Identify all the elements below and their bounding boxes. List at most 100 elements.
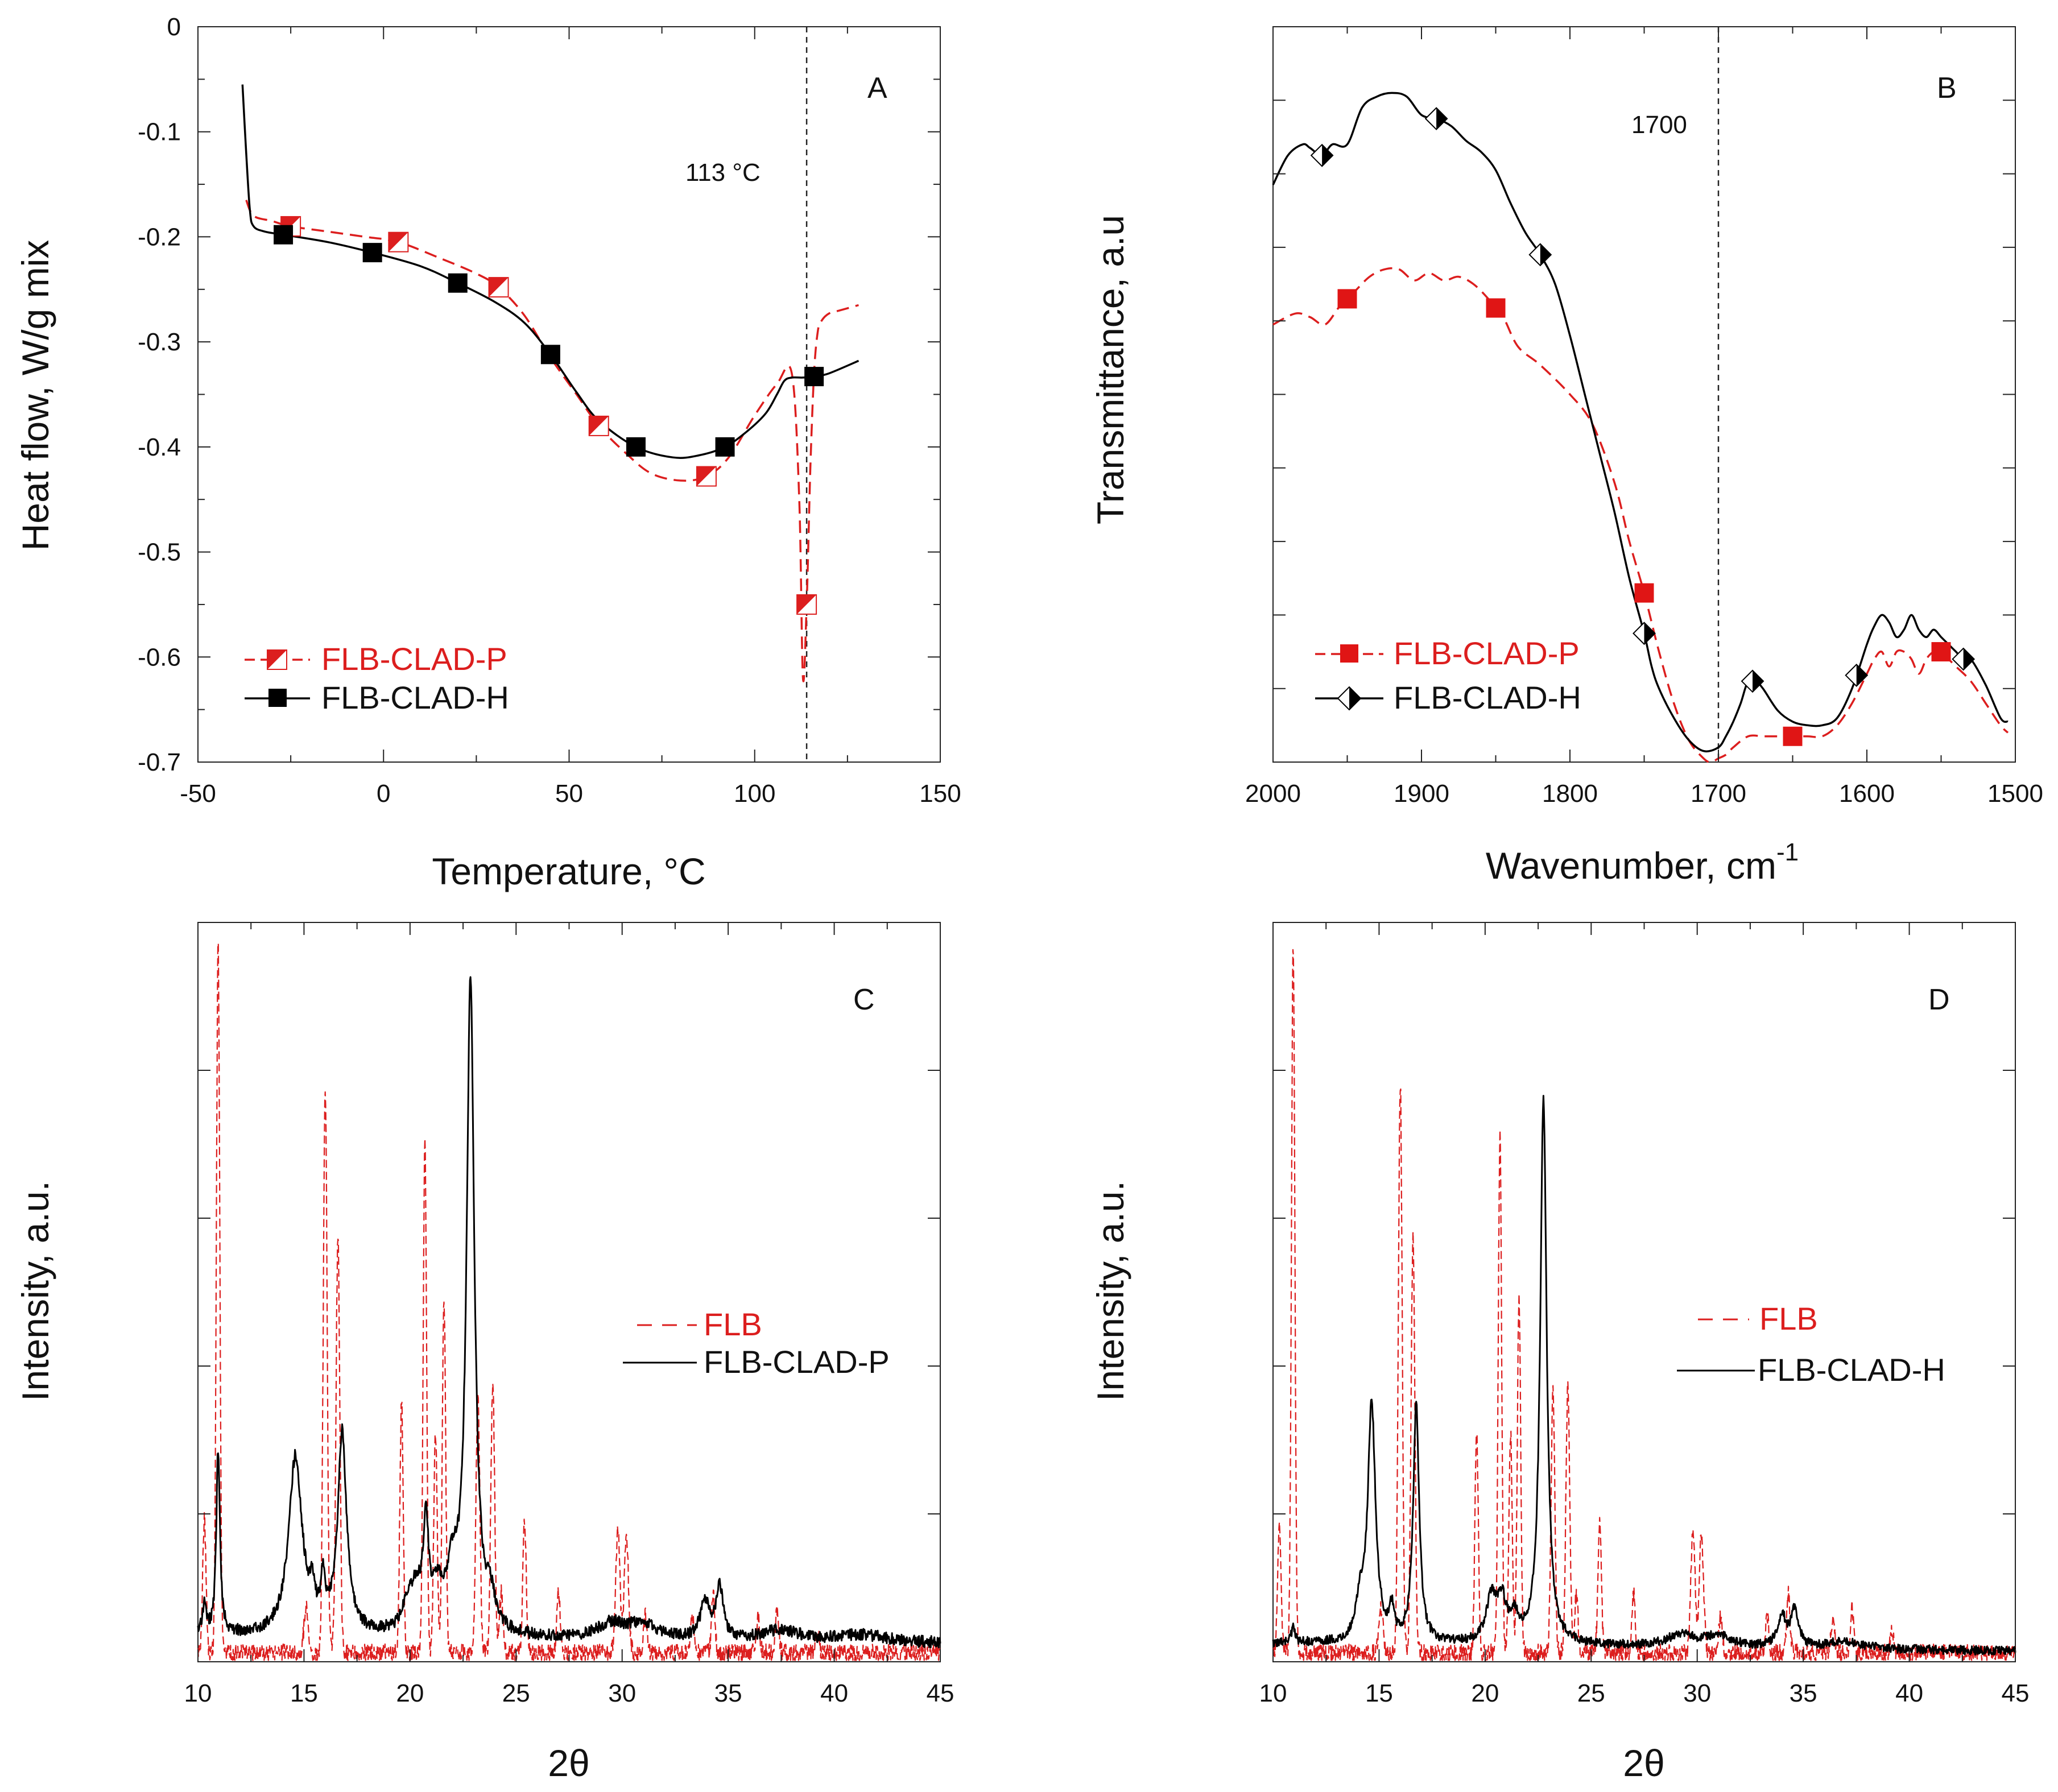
marker-a-1-5 xyxy=(715,437,735,457)
panel-b-legend: FLB-CLAD-P FLB-CLAD-H xyxy=(1315,635,1581,715)
legend-d-item-0: FLB xyxy=(1698,1301,1818,1336)
panel-d-xlabel: 2θ xyxy=(1623,1742,1664,1784)
legend-a-item-1: FLB-CLAD-H xyxy=(245,680,509,715)
legend-b-text-1: FLB-CLAD-H xyxy=(1394,680,1581,715)
xtick-label-a-1: 0 xyxy=(377,780,390,808)
marker-b-0-0 xyxy=(1337,289,1357,309)
panel-d-ticks: 10 15 20 25 30 35 40 45 xyxy=(1259,922,2030,1707)
marker-b-1-4 xyxy=(1741,669,1764,693)
marker-a-0-3 xyxy=(588,415,609,436)
series-b-0 xyxy=(1272,267,2009,763)
panel-d-xrd: 10 15 20 25 30 35 40 45 D 2θ Intensity, a.u. FL… xyxy=(1089,922,2029,1784)
xtick-label-d-2: 20 xyxy=(1471,1679,1499,1707)
marker-b-0-4 xyxy=(1931,642,1951,662)
panel-a-ylabel: Heat flow, W/g mix xyxy=(14,240,56,551)
panel-b-transmittance: 2000 1900 1800 1700 1600 1500 B 1700 Wavenumb… xyxy=(1089,26,2043,887)
ytick-label-a-4: -0.4 xyxy=(138,433,181,461)
panel-a-series xyxy=(241,27,859,762)
marker-a-1-4 xyxy=(626,437,646,457)
marker-a-1-0 xyxy=(274,225,294,245)
legend-a-text-1: FLB-CLAD-H xyxy=(321,680,509,715)
marker-a-1-2 xyxy=(448,273,468,293)
xtick-label-c-3: 25 xyxy=(502,1679,530,1707)
panel-d-legend: FLB FLB-CLAD-H xyxy=(1677,1301,1945,1388)
series-d-1 xyxy=(1272,1095,2016,1656)
series-a-1 xyxy=(241,84,859,459)
ytick-label-a-2: -0.2 xyxy=(138,223,181,251)
legend-c-text-1: FLB-CLAD-P xyxy=(704,1344,890,1380)
xtick-label-b-2: 1800 xyxy=(1542,780,1598,808)
panel-a-xlabel: Temperature, °C xyxy=(432,850,705,892)
marker-b-1-0 xyxy=(1310,143,1334,167)
marker-b-1-1 xyxy=(1424,107,1448,131)
panel-a-ticks: -50 0 50 100 150 0 -0.1 -0.2 -0.3 -0.4 -0.5 -0.6 -0.… xyxy=(138,13,961,808)
xtick-label-c-2: 20 xyxy=(396,1679,424,1707)
panel-c-label: C xyxy=(853,983,875,1016)
xtick-label-c-0: 10 xyxy=(184,1679,212,1707)
panel-d-label: D xyxy=(1928,983,1950,1016)
marker-b-0-2 xyxy=(1634,583,1654,603)
xtick-label-b-3: 1700 xyxy=(1691,780,1746,808)
legend-d-item-1: FLB-CLAD-H xyxy=(1677,1352,1945,1388)
legend-b-item-0: FLB-CLAD-P xyxy=(1315,635,1580,671)
xtick-label-d-6: 40 xyxy=(1895,1679,1923,1707)
marker-a-1-6 xyxy=(804,367,824,387)
marker-b-0-3 xyxy=(1783,726,1803,746)
ytick-label-a-3: -0.3 xyxy=(138,328,181,356)
panel-a-heat-flow: -50 0 50 100 150 0 -0.1 -0.2 -0.3 -0.4 -0.5 -0.6 -0.… xyxy=(14,13,961,892)
ytick-label-a-1: -0.1 xyxy=(138,118,181,146)
legend-d-text-0: FLB xyxy=(1759,1301,1818,1336)
panel-b-ticks: 2000 1900 1800 1700 1600 1500 xyxy=(1245,26,2043,808)
panel-a-annotation: 113 °C xyxy=(685,159,761,187)
marker-a-1-1 xyxy=(362,243,382,263)
panel-b-xlabel-sup: -1 xyxy=(1776,838,1799,866)
xtick-label-c-6: 40 xyxy=(820,1679,848,1707)
marker-b-1-3 xyxy=(1633,622,1656,645)
xtick-label-d-1: 15 xyxy=(1365,1679,1393,1707)
marker-a-0-5 xyxy=(796,594,817,615)
panel-b-xlabel: Wavenumber, cm-1 xyxy=(1486,838,1799,887)
panel-b-series xyxy=(1272,27,2009,763)
panel-a-legend: FLB-CLAD-P FLB-CLAD-H xyxy=(245,641,509,715)
xtick-label-a-2: 50 xyxy=(555,780,583,808)
panel-c-xrd: 10 15 20 25 30 35 40 45 C 2θ Intensity, a.u. FL… xyxy=(14,922,954,1784)
marker-b-0-1 xyxy=(1486,298,1506,318)
xtick-label-a-4: 150 xyxy=(919,780,961,808)
panel-b-label: B xyxy=(1937,72,1957,105)
xtick-label-a-3: 100 xyxy=(734,780,775,808)
xtick-label-b-5: 1500 xyxy=(1987,780,2043,808)
legend-d-text-1: FLB-CLAD-H xyxy=(1758,1352,1945,1388)
legend-a-item-0: FLB-CLAD-P xyxy=(245,641,507,677)
ytick-label-a-5: -0.5 xyxy=(138,539,181,566)
panel-c-legend: FLB FLB-CLAD-P xyxy=(623,1306,890,1380)
marker-a-0-4 xyxy=(696,466,717,487)
legend-b-item-1: FLB-CLAD-H xyxy=(1315,680,1581,715)
legend-b-text-0: FLB-CLAD-P xyxy=(1394,635,1580,671)
xtick-label-c-5: 35 xyxy=(714,1679,742,1707)
legend-c-item-0: FLB xyxy=(637,1306,762,1342)
legend-c-item-1: FLB-CLAD-P xyxy=(623,1344,890,1380)
marker-b-1-6 xyxy=(1952,647,1976,671)
ytick-label-a-7: -0.7 xyxy=(138,748,181,776)
xtick-label-b-1: 1900 xyxy=(1394,780,1449,808)
xtick-label-b-0: 2000 xyxy=(1245,780,1301,808)
legend-b-marker-1 xyxy=(1337,686,1362,711)
ytick-label-a-0: 0 xyxy=(167,13,181,41)
marker-a-0-1 xyxy=(388,231,409,253)
panel-b-xlabel-text: Wavenumber, cm xyxy=(1486,845,1776,887)
legend-b-marker-0 xyxy=(1340,644,1358,663)
panel-a-label: A xyxy=(867,72,887,105)
legend-a-marker-1 xyxy=(268,689,287,707)
panel-c-ticks: 10 15 20 25 30 35 40 45 xyxy=(184,922,954,1707)
panel-c-xlabel: 2θ xyxy=(548,1742,589,1784)
panel-b-ylabel: Transmittance, a.u xyxy=(1089,215,1131,524)
legend-a-marker-0 xyxy=(267,649,287,670)
legend-a-text-0: FLB-CLAD-P xyxy=(321,641,507,677)
marker-b-1-5 xyxy=(1845,664,1869,687)
xtick-label-d-0: 10 xyxy=(1259,1679,1287,1707)
xtick-label-b-4: 1600 xyxy=(1839,780,1895,808)
xtick-label-c-4: 30 xyxy=(608,1679,636,1707)
xtick-label-d-7: 45 xyxy=(2002,1679,2030,1707)
series-b-1 xyxy=(1272,92,2009,752)
